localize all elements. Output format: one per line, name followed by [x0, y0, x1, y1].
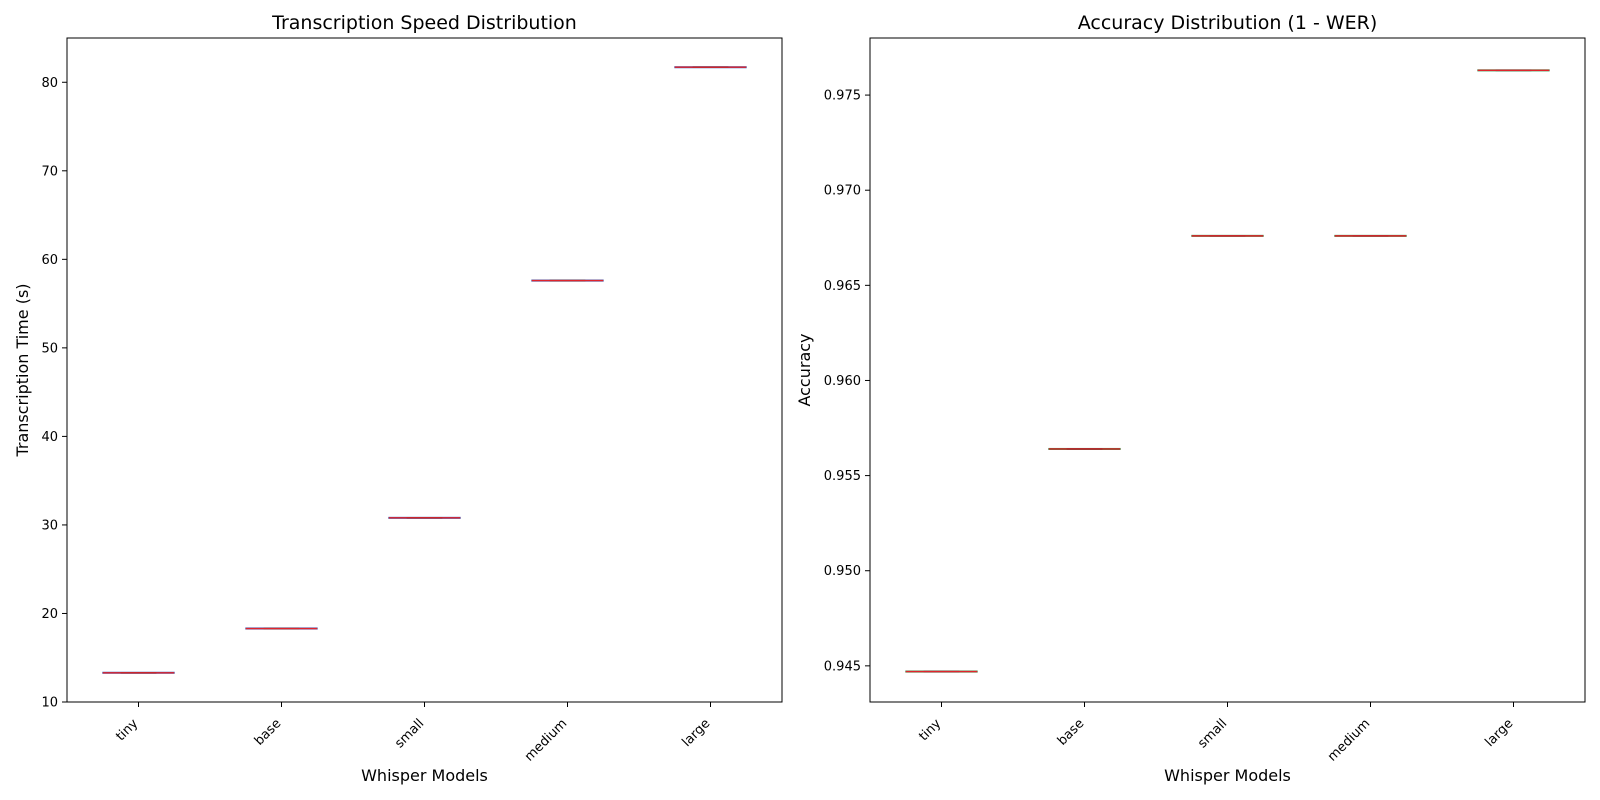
- plot-frame: [66, 37, 783, 703]
- x-axis-label: Whisper Models: [361, 766, 488, 785]
- x-tick-label: small: [392, 716, 427, 751]
- x-tick-label: large: [679, 716, 713, 750]
- accuracy-chart-panel: Accuracy Distribution (1 - WER) Whisper …: [795, 12, 1586, 785]
- plot-frame: [869, 37, 1586, 703]
- y-axis-label: Transcription Time (s): [13, 283, 32, 457]
- x-tick-label: tiny: [113, 716, 141, 744]
- chart-title: Accuracy Distribution (1 - WER): [1078, 12, 1378, 34]
- box-group: [905, 69, 1550, 673]
- y-tick-label: 0.960: [824, 374, 861, 389]
- tick-group: 0.945 0.950 0.955 0.960 0.965 0.970 0.975 tiny b…: [824, 89, 1517, 765]
- y-tick-label: 30: [41, 518, 58, 533]
- y-tick-label: 10: [41, 696, 58, 711]
- x-tick-label: small: [1195, 716, 1230, 751]
- x-tick-label: base: [1055, 716, 1088, 749]
- y-tick-label: 70: [41, 164, 58, 179]
- x-tick-label: base: [252, 716, 285, 749]
- y-tick-label: 20: [41, 607, 58, 622]
- chart-title: Transcription Speed Distribution: [271, 12, 577, 34]
- y-tick-label: 60: [41, 253, 58, 268]
- y-axis-label: Accuracy: [795, 333, 814, 406]
- y-tick-label: 50: [41, 341, 58, 356]
- x-tick-label: tiny: [916, 716, 944, 744]
- y-tick-label: 0.965: [824, 279, 861, 294]
- box-group: [102, 66, 747, 674]
- y-tick-label: 0.975: [824, 89, 861, 104]
- tick-group: 10 20 30 40 50 60 70 80 tiny base small medium large: [41, 76, 713, 765]
- x-tick-label: medium: [1325, 716, 1373, 764]
- x-tick-label: medium: [522, 716, 570, 764]
- speed-chart-panel: Transcription Speed Distribution Whisper…: [13, 12, 783, 785]
- y-tick-label: 80: [41, 76, 58, 91]
- x-tick-label: large: [1482, 716, 1516, 750]
- y-tick-label: 0.945: [824, 659, 861, 674]
- y-tick-label: 0.950: [824, 564, 861, 579]
- y-tick-label: 0.955: [824, 469, 861, 484]
- x-axis-label: Whisper Models: [1164, 766, 1291, 785]
- y-tick-label: 0.970: [824, 184, 861, 199]
- y-tick-label: 40: [41, 430, 58, 445]
